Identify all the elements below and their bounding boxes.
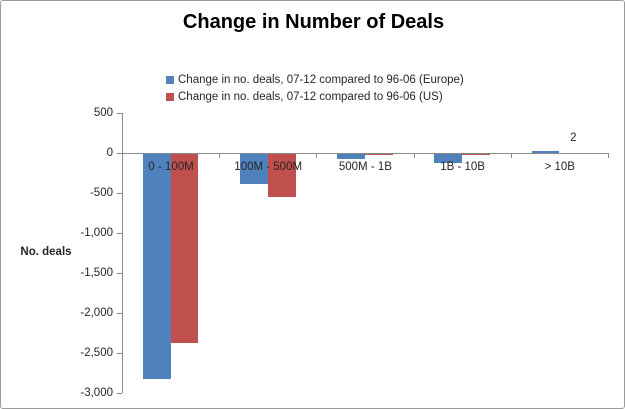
category-label-0: 0 - 100M bbox=[148, 161, 194, 173]
y-tick-label: -2,000 bbox=[80, 307, 113, 319]
category-label-3: 1B - 10B bbox=[440, 161, 485, 173]
y-tick-label: -1,000 bbox=[80, 227, 113, 239]
y-tick-label: -1,500 bbox=[80, 267, 113, 279]
y-tick-label: -500 bbox=[89, 187, 113, 199]
y-tick-label: 0 bbox=[106, 147, 113, 159]
x-axis-tick bbox=[219, 153, 221, 158]
bar-us-2 bbox=[365, 153, 393, 155]
legend-label-us: Change in no. deals, 07-12 compared to 9… bbox=[178, 90, 443, 103]
bar-us-3 bbox=[462, 153, 490, 155]
x-axis-line bbox=[122, 153, 608, 154]
y-tick-label: 500 bbox=[93, 107, 113, 119]
category-label-4: > 10B bbox=[544, 161, 575, 173]
bar-europe-4 bbox=[531, 150, 560, 153]
legend-item-europe: Change in no. deals, 07-12 compared to 9… bbox=[166, 72, 464, 89]
data-label: 2 bbox=[570, 131, 577, 144]
y-axis-tick bbox=[117, 273, 122, 274]
category-label-1: 100M - 500M bbox=[234, 161, 303, 173]
bar-europe-1 bbox=[240, 153, 268, 185]
y-axis-tick bbox=[117, 113, 122, 114]
bar-europe-2 bbox=[337, 153, 365, 159]
y-axis-tick bbox=[117, 353, 122, 354]
bar-us-0 bbox=[170, 153, 199, 343]
legend-swatch-europe-icon bbox=[166, 76, 174, 85]
x-axis-tick bbox=[608, 153, 609, 158]
x-axis-tick bbox=[510, 153, 512, 158]
legend-label-europe: Change in no. deals, 07-12 compared to 9… bbox=[178, 74, 464, 87]
legend-item-us: Change in no. deals, 07-12 compared to 9… bbox=[166, 89, 464, 106]
bar-europe-3 bbox=[434, 153, 463, 163]
y-tick-label: -2,500 bbox=[80, 347, 113, 359]
bar-europe-0 bbox=[142, 153, 171, 380]
legend: Change in no. deals, 07-12 compared to 9… bbox=[166, 72, 464, 105]
x-axis-tick bbox=[413, 153, 415, 158]
bar-us-1 bbox=[267, 153, 296, 197]
y-axis-tick bbox=[117, 233, 122, 234]
y-axis-title: No. deals bbox=[20, 246, 72, 258]
y-tick-label: -3,000 bbox=[80, 387, 113, 399]
y-axis-tick bbox=[117, 313, 122, 314]
y-axis-tick bbox=[117, 153, 122, 154]
chart-title: Change in Number of Deals bbox=[182, 11, 445, 33]
y-axis-line bbox=[122, 113, 123, 393]
category-label-2: 500M - 1B bbox=[338, 161, 392, 173]
x-axis-tick bbox=[122, 153, 123, 158]
legend-swatch-us-icon bbox=[166, 92, 174, 101]
x-axis-tick bbox=[316, 153, 318, 158]
y-axis-tick bbox=[117, 193, 122, 194]
y-axis-tick bbox=[117, 393, 122, 394]
